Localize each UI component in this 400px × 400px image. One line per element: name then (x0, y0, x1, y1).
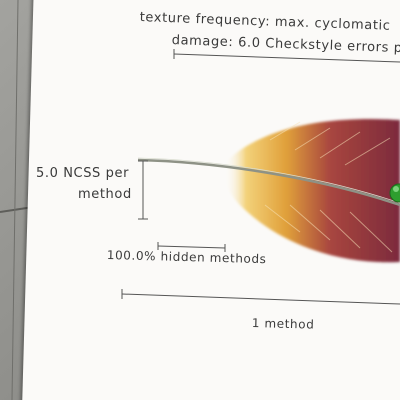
ncss-label-line1: 5.0 NCSS per (36, 166, 130, 181)
dimension-ncss (138, 160, 148, 220)
one-method-label: 1 method (251, 316, 315, 332)
ncss-label-line2: method (78, 187, 132, 202)
dimension-method (121, 289, 400, 305)
feather-shaft (137, 158, 400, 207)
dimension-hidden (157, 242, 226, 252)
feather-vane (225, 119, 400, 263)
dimension-top (173, 49, 400, 63)
